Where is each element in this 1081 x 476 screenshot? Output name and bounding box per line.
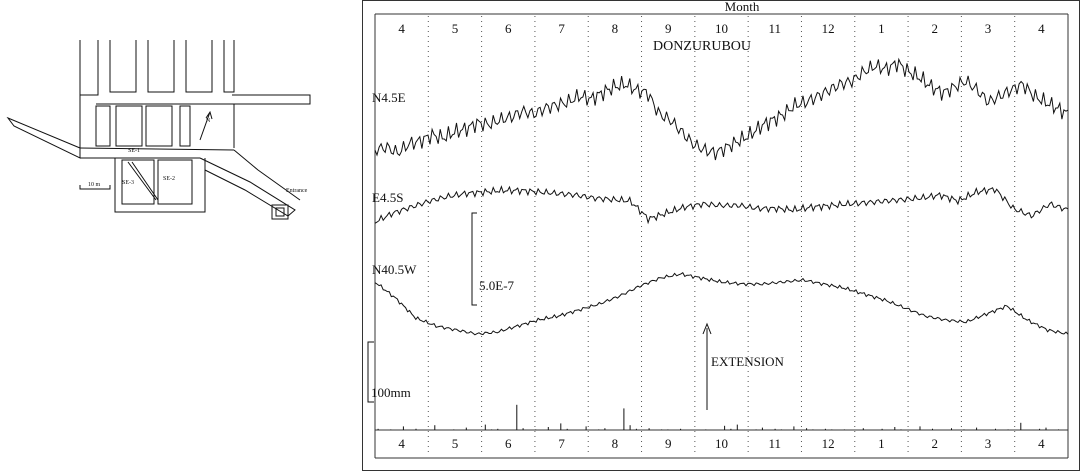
series-layer <box>374 57 1069 336</box>
series-label-e45s: E4.5S <box>372 190 403 205</box>
map-label-entrance: Entrance <box>286 188 308 194</box>
series-line-n45e <box>374 57 1069 161</box>
map-label-se1: SE-1 <box>128 148 140 154</box>
month-label-bottom: 4 <box>398 436 405 451</box>
month-label-bottom: 3 <box>985 436 992 451</box>
cave-map: SE-1 SE-3 SE-2 N 10 m Entrance <box>0 0 362 472</box>
series-label-n45e: N4.5E <box>372 90 406 105</box>
month-label-bottom: 10 <box>715 436 728 451</box>
month-label-top: 3 <box>985 21 992 36</box>
month-label-top: 5 <box>452 21 459 36</box>
month-label-top: 12 <box>822 21 835 36</box>
rain-scale-label: 100mm <box>371 385 411 400</box>
month-label-top: 4 <box>398 21 405 36</box>
extension-arrowhead <box>702 322 712 335</box>
month-label-top: 4 <box>1038 21 1045 36</box>
rain-scale-bar <box>367 341 374 403</box>
series-label-n405w: N40.5W <box>372 262 417 277</box>
x-axis-title: Month <box>725 0 760 14</box>
month-label-bottom: 1 <box>878 436 885 451</box>
month-label-bottom: 9 <box>665 436 672 451</box>
strain-chart-svg: 4 5 6 7 8 9 10 11 12 1 2 3 4 4 5 6 7 8 9 10 11 12 1 2 3 4 Month … <box>362 0 1080 471</box>
month-label-bottom: 12 <box>822 436 835 451</box>
extension-label: EXTENSION <box>711 354 785 369</box>
month-label-top: 10 <box>715 21 728 36</box>
month-label-top: 9 <box>665 21 672 36</box>
month-label-bottom: 2 <box>931 436 938 451</box>
month-label-bottom: 11 <box>769 436 782 451</box>
month-label-top: 1 <box>878 21 885 36</box>
month-label-top: 6 <box>505 21 512 36</box>
map-label-se2: SE-2 <box>163 176 175 182</box>
strain-scale-bar <box>471 212 477 306</box>
cave-map-drawing: SE-1 SE-3 SE-2 N 10 m Entrance <box>6 40 311 220</box>
series-line-e45s <box>374 185 1069 225</box>
series-line-n405w <box>374 271 1069 336</box>
month-label-bottom: 8 <box>612 436 619 451</box>
month-label-bottom: 4 <box>1038 436 1045 451</box>
chart-frame <box>362 0 1080 471</box>
month-label-top: 11 <box>769 21 782 36</box>
month-gridlines <box>427 16 1016 456</box>
month-label-top: 8 <box>612 21 619 36</box>
month-labels-top: 4 5 6 7 8 9 10 11 12 1 2 3 4 <box>398 21 1045 36</box>
map-label-se3: SE-3 <box>122 180 134 186</box>
month-labels-bottom: 4 5 6 7 8 9 10 11 12 1 2 3 4 <box>398 436 1045 451</box>
map-label-north: N <box>206 118 211 124</box>
month-label-bottom: 6 <box>505 436 512 451</box>
chart-title: DONZURUBOU <box>653 39 751 54</box>
strain-scale-label: 5.0E-7 <box>479 278 515 293</box>
month-label-bottom: 5 <box>452 436 459 451</box>
month-label-top: 7 <box>558 21 565 36</box>
strain-chart: 4 5 6 7 8 9 10 11 12 1 2 3 4 4 5 6 7 8 9 10 11 12 1 2 3 4 Month … <box>362 0 1081 472</box>
month-label-top: 2 <box>931 21 938 36</box>
rainfall-bars <box>377 404 1059 430</box>
month-label-bottom: 7 <box>558 436 565 451</box>
map-label-scale: 10 m <box>88 182 101 188</box>
